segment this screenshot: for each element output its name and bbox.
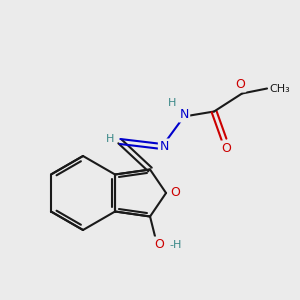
Text: -H: -H — [169, 241, 182, 250]
Text: O: O — [170, 187, 180, 200]
Text: CH₃: CH₃ — [269, 83, 290, 94]
Text: O: O — [235, 78, 245, 91]
Text: O: O — [221, 142, 231, 155]
Text: N: N — [159, 140, 169, 153]
Text: N: N — [179, 108, 189, 121]
Text: H: H — [106, 134, 114, 143]
Text: O: O — [154, 238, 164, 251]
Text: H: H — [168, 98, 176, 107]
